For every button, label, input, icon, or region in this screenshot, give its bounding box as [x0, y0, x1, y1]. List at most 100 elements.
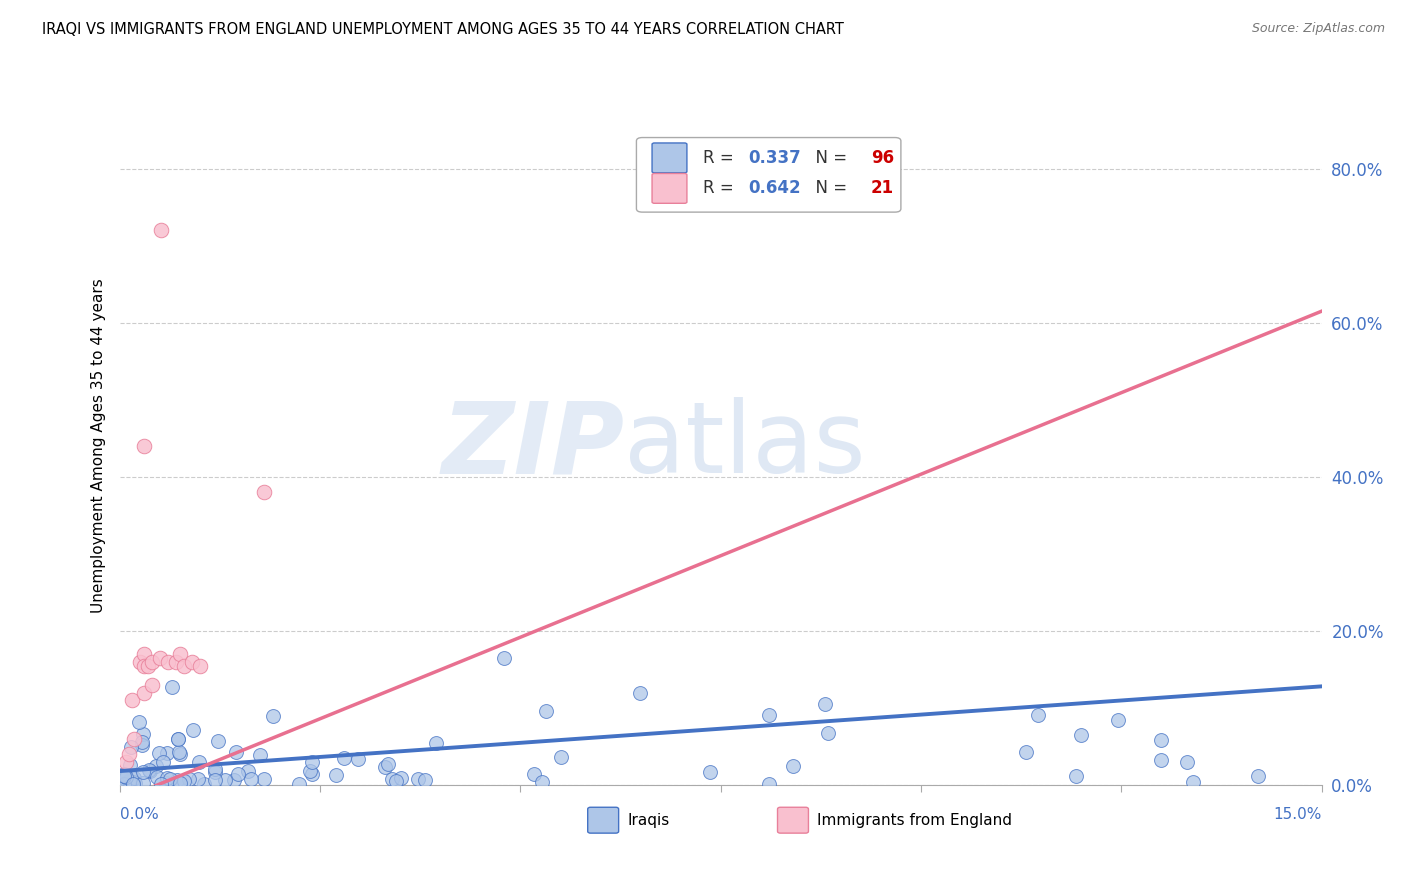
Text: Source: ZipAtlas.com: Source: ZipAtlas.com — [1251, 22, 1385, 36]
Point — [173, 658, 195, 673]
Point — [193, 777, 215, 791]
Point — [132, 658, 155, 673]
Point — [377, 757, 399, 772]
Point — [406, 772, 429, 786]
Point — [188, 755, 211, 769]
Point — [120, 777, 142, 791]
Point — [630, 685, 652, 699]
Point — [204, 764, 226, 779]
Point — [118, 747, 141, 761]
Text: atlas: atlas — [624, 398, 866, 494]
Point — [121, 693, 143, 707]
Point — [333, 751, 356, 765]
Text: ZIP: ZIP — [441, 398, 624, 494]
Point — [173, 774, 195, 789]
Point — [155, 775, 177, 789]
Point — [155, 771, 177, 785]
Text: Iraqis: Iraqis — [627, 813, 669, 828]
Point — [165, 655, 187, 669]
Point — [115, 755, 138, 769]
Point — [148, 746, 170, 760]
Point — [288, 777, 311, 791]
Text: 15.0%: 15.0% — [1274, 807, 1322, 822]
Point — [1070, 728, 1092, 742]
Text: 21: 21 — [870, 179, 894, 197]
Point — [112, 777, 135, 791]
Point — [374, 760, 396, 774]
Point — [204, 763, 226, 777]
Point — [131, 735, 153, 749]
Point — [141, 655, 163, 669]
Point — [169, 647, 191, 661]
Point — [1014, 745, 1036, 759]
Point — [150, 777, 173, 791]
Text: Immigrants from England: Immigrants from England — [817, 813, 1012, 828]
Point — [156, 655, 179, 669]
Point — [1150, 753, 1173, 767]
Text: 0.337: 0.337 — [748, 149, 801, 167]
Point — [145, 771, 167, 785]
Point — [381, 772, 404, 786]
Point — [169, 745, 191, 759]
Text: IRAQI VS IMMIGRANTS FROM ENGLAND UNEMPLOYMENT AMONG AGES 35 TO 44 YEARS CORRELAT: IRAQI VS IMMIGRANTS FROM ENGLAND UNEMPLO… — [42, 22, 844, 37]
Point — [239, 772, 262, 786]
Text: 96: 96 — [870, 149, 894, 167]
Point — [121, 774, 143, 789]
Point — [118, 774, 141, 789]
Point — [253, 772, 276, 786]
Point — [166, 772, 188, 787]
Point — [249, 747, 271, 762]
Point — [112, 771, 135, 785]
Point — [132, 764, 155, 779]
Point — [204, 773, 226, 788]
Point — [531, 774, 554, 789]
FancyBboxPatch shape — [652, 143, 688, 173]
Point — [167, 776, 190, 790]
Point — [347, 752, 370, 766]
Point — [494, 651, 516, 665]
Point — [523, 766, 546, 780]
Point — [1182, 775, 1205, 789]
Point — [413, 772, 436, 787]
Point — [183, 723, 205, 737]
Point — [817, 725, 839, 739]
Point — [758, 708, 780, 723]
Point — [132, 727, 155, 741]
Point — [225, 745, 247, 759]
Point — [138, 763, 160, 777]
Point — [149, 651, 172, 665]
Text: 0.0%: 0.0% — [120, 807, 159, 822]
Point — [115, 770, 138, 784]
Point — [187, 772, 209, 787]
Point — [167, 732, 190, 747]
Point — [121, 739, 143, 754]
Point — [699, 764, 721, 779]
Point — [299, 764, 322, 779]
Point — [162, 680, 184, 694]
Point — [167, 731, 190, 746]
Point — [1247, 769, 1270, 783]
Point — [121, 777, 143, 791]
Point — [141, 678, 163, 692]
Point — [120, 758, 142, 772]
Point — [132, 439, 155, 453]
Point — [180, 655, 202, 669]
Point — [1150, 733, 1173, 747]
Point — [150, 223, 173, 237]
Point — [214, 773, 236, 788]
Point — [121, 772, 143, 786]
Point — [132, 775, 155, 789]
Text: N =: N = — [804, 149, 852, 167]
Point — [122, 731, 145, 746]
Point — [128, 655, 150, 669]
Text: 0.642: 0.642 — [748, 179, 801, 197]
Point — [136, 658, 159, 673]
Point — [228, 767, 250, 781]
Point — [301, 755, 323, 769]
Text: N =: N = — [804, 179, 852, 197]
Point — [132, 647, 155, 661]
Point — [1064, 769, 1087, 783]
Point — [425, 736, 447, 750]
Point — [391, 771, 413, 785]
Point — [112, 768, 135, 782]
